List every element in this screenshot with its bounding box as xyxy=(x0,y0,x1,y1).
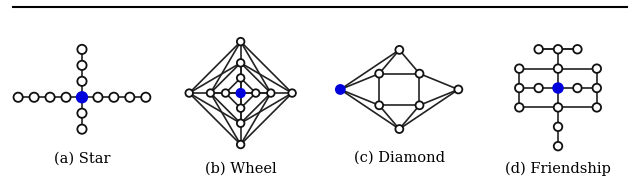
Circle shape xyxy=(207,89,214,97)
Circle shape xyxy=(141,93,150,102)
Circle shape xyxy=(593,64,601,73)
Text: (a) Star: (a) Star xyxy=(54,152,110,166)
Circle shape xyxy=(236,89,245,98)
Text: (c) Diamond: (c) Diamond xyxy=(354,151,445,165)
Circle shape xyxy=(237,74,244,82)
Circle shape xyxy=(61,93,70,102)
Circle shape xyxy=(335,85,345,94)
Circle shape xyxy=(553,83,563,93)
Circle shape xyxy=(515,64,524,73)
Circle shape xyxy=(237,120,244,127)
Circle shape xyxy=(29,93,39,102)
Circle shape xyxy=(77,61,86,70)
Circle shape xyxy=(573,45,582,54)
Circle shape xyxy=(77,109,86,118)
Circle shape xyxy=(534,45,543,54)
Circle shape xyxy=(573,84,582,92)
Circle shape xyxy=(237,59,244,67)
Circle shape xyxy=(554,103,563,112)
Circle shape xyxy=(415,101,424,109)
Circle shape xyxy=(375,70,383,78)
Circle shape xyxy=(237,38,244,45)
Circle shape xyxy=(77,124,86,134)
Circle shape xyxy=(554,64,563,73)
Circle shape xyxy=(375,101,383,109)
Circle shape xyxy=(77,45,86,54)
Circle shape xyxy=(515,84,524,92)
Circle shape xyxy=(289,89,296,97)
Circle shape xyxy=(396,125,403,133)
Circle shape xyxy=(237,141,244,148)
Circle shape xyxy=(554,45,563,54)
Text: (d) Friendship: (d) Friendship xyxy=(505,162,611,176)
Circle shape xyxy=(415,70,424,78)
Circle shape xyxy=(515,103,524,112)
Circle shape xyxy=(93,93,102,102)
Circle shape xyxy=(13,93,23,102)
Circle shape xyxy=(45,93,54,102)
Circle shape xyxy=(125,93,134,102)
Circle shape xyxy=(252,89,260,97)
Circle shape xyxy=(593,84,601,92)
Circle shape xyxy=(534,84,543,92)
Circle shape xyxy=(267,89,275,97)
Circle shape xyxy=(554,142,563,150)
Circle shape xyxy=(554,123,563,131)
Circle shape xyxy=(109,93,118,102)
Circle shape xyxy=(77,77,86,86)
Circle shape xyxy=(593,103,601,112)
Circle shape xyxy=(396,46,403,54)
Circle shape xyxy=(454,86,462,93)
Text: (b) Wheel: (b) Wheel xyxy=(205,162,276,176)
Circle shape xyxy=(237,104,244,112)
Circle shape xyxy=(186,89,193,97)
Circle shape xyxy=(222,89,229,97)
Circle shape xyxy=(77,92,88,103)
